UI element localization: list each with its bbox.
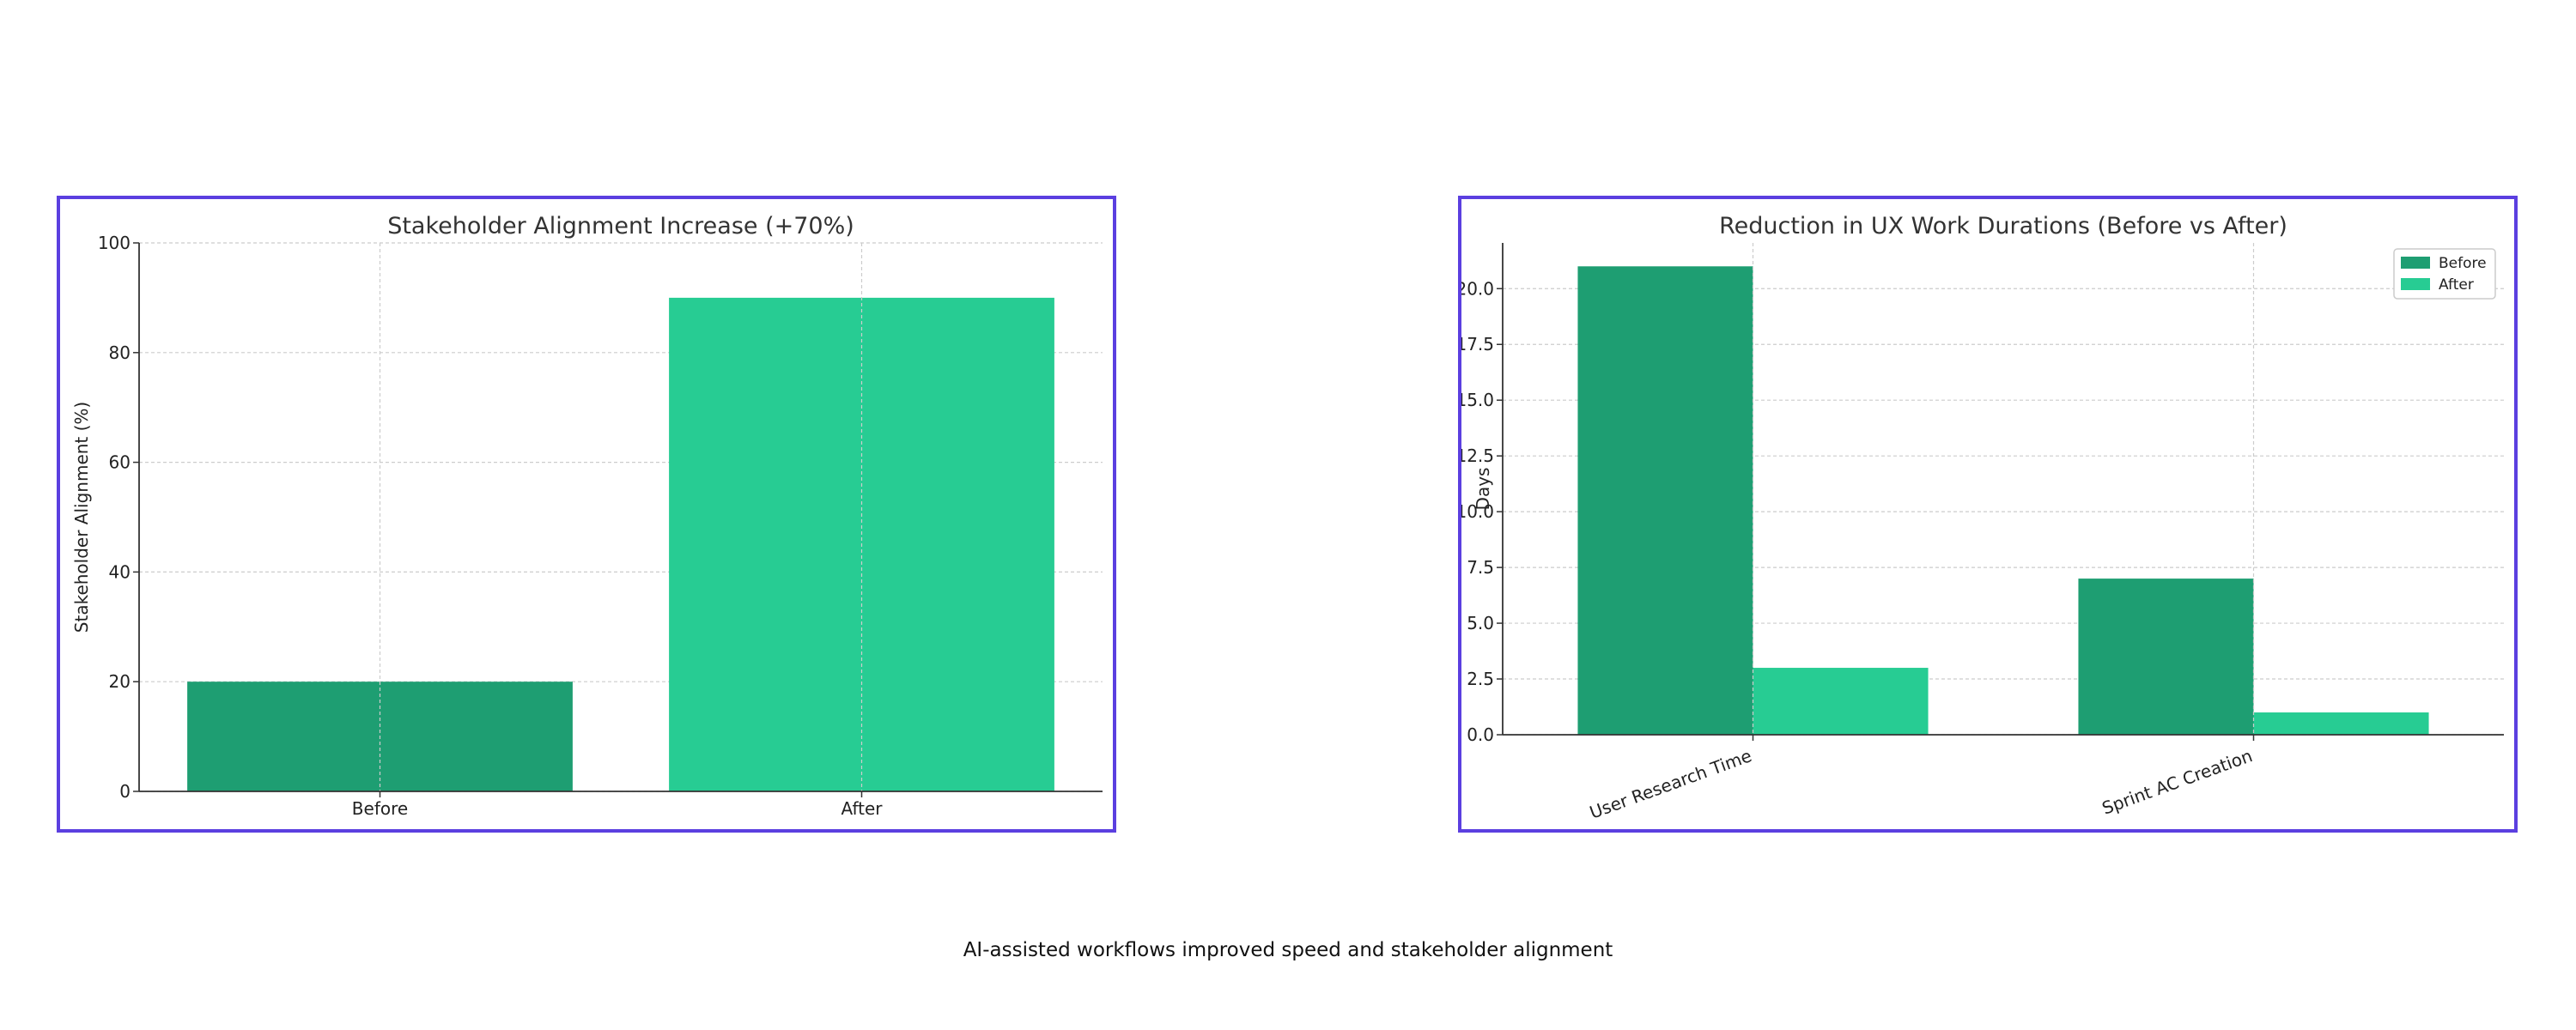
y-tick-label: 0 <box>119 781 131 802</box>
legend-swatch-after <box>2401 278 2430 290</box>
y-tick-label: 10.0 <box>1461 501 1494 522</box>
x-tick-label: After <box>841 798 883 819</box>
legend-label-after: After <box>2439 276 2474 294</box>
x-tick-label: User Research Time <box>1587 745 1754 823</box>
y-tick-label: 0.0 <box>1467 724 1494 745</box>
bar-after-user-research-time <box>1753 668 1929 735</box>
y-tick-label: 15.0 <box>1461 390 1494 410</box>
y-tick-label: 100 <box>98 233 131 253</box>
chart-title: Stakeholder Alignment Increase (+70%) <box>387 213 854 239</box>
x-tick-label: Sprint AC Creation <box>2099 745 2255 819</box>
legend-label-before: Before <box>2439 255 2487 272</box>
y-tick-label: 20 <box>109 671 131 692</box>
y-axis-label: Stakeholder Alignment (%) <box>71 402 92 633</box>
chart-title: Reduction in UX Work Durations (Before v… <box>1719 213 2287 239</box>
y-tick-label: 5.0 <box>1467 613 1494 633</box>
y-tick-label: 60 <box>109 452 131 473</box>
figure-caption: AI-assisted workflows improved speed and… <box>963 939 1613 961</box>
y-tick-label: 80 <box>109 342 131 363</box>
bar-before-user-research-time <box>1577 266 1753 735</box>
x-tick-label: Before <box>352 798 408 819</box>
bar-after-sprint-ac-creation <box>2253 712 2429 735</box>
durations-chart-panel: 0.0 2.5 5.0 7.5 10.0 12.5 15.0 17.5 20.0 User Res… <box>1458 196 2518 833</box>
alignment-chart-panel: 0 20 40 60 80 100 Before After Stakeholder Align… <box>57 196 1116 833</box>
y-tick-label: 2.5 <box>1467 669 1494 689</box>
y-tick-label: 12.5 <box>1461 445 1494 466</box>
legend-swatch-before <box>2401 257 2430 269</box>
alignment-chart: 0 20 40 60 80 100 Before After Stakeholder Align… <box>71 213 1103 819</box>
y-tick-label: 40 <box>109 561 131 582</box>
y-tick-label: 20.0 <box>1461 278 1494 299</box>
y-tick-label: 17.5 <box>1461 334 1494 354</box>
y-tick-label: 7.5 <box>1467 557 1494 578</box>
durations-chart: 0.0 2.5 5.0 7.5 10.0 12.5 15.0 17.5 20.0 User Res… <box>1461 213 2504 823</box>
bar-before-sprint-ac-creation <box>2078 579 2254 735</box>
y-axis-label: Days <box>1473 468 1493 511</box>
